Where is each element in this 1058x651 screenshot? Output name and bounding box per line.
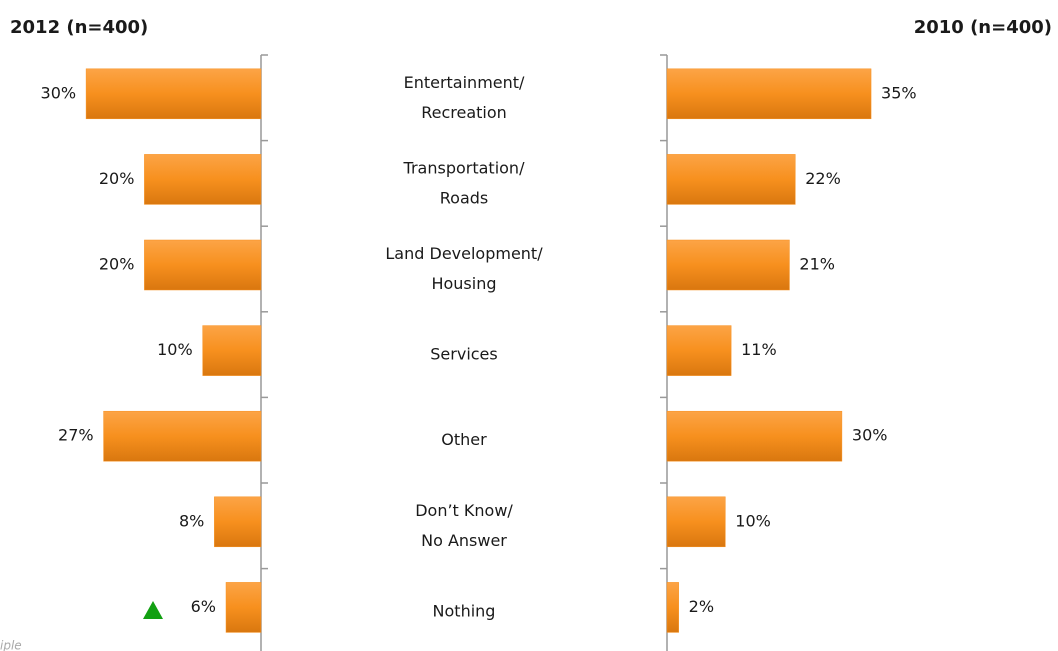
value-label: 10%	[157, 340, 193, 359]
category-label: Don’t Know/No Answer	[415, 500, 513, 549]
bar	[666, 325, 732, 376]
category-label: Other	[441, 430, 487, 449]
value-label: 30%	[852, 426, 888, 445]
bar	[666, 239, 790, 291]
category-line: Entertainment/	[404, 72, 525, 91]
value-label: 20%	[99, 255, 135, 274]
bar	[666, 154, 796, 205]
category-line: No Answer	[421, 530, 507, 549]
value-label: 22%	[805, 169, 841, 188]
bar	[666, 582, 679, 633]
category-line: Transportation/	[403, 158, 526, 177]
category-label: Transportation/Roads	[403, 158, 526, 207]
bar	[144, 239, 262, 291]
value-label: 11%	[741, 340, 777, 359]
value-label: 27%	[58, 426, 94, 445]
value-label: 6%	[191, 597, 216, 616]
value-label: 30%	[41, 83, 77, 102]
footnote: iple	[0, 639, 22, 651]
value-label: 20%	[99, 169, 135, 188]
category-line: Housing	[431, 274, 496, 293]
category-line: Land Development/	[385, 244, 543, 263]
category-line: Services	[430, 344, 497, 363]
bar	[225, 582, 262, 633]
category-line: Recreation	[421, 102, 507, 121]
value-label: 35%	[881, 83, 917, 102]
category-label: Land Development/Housing	[385, 244, 543, 293]
right-title: 2010 (n=400)	[914, 17, 1052, 38]
value-label: 8%	[179, 511, 204, 530]
bar	[85, 68, 262, 120]
value-label: 21%	[799, 255, 835, 274]
bar	[144, 154, 262, 205]
bar	[202, 325, 262, 376]
bar	[666, 496, 726, 548]
bar	[103, 410, 262, 462]
significance-marker	[143, 601, 163, 619]
category-label: Services	[430, 344, 497, 363]
bar	[666, 68, 872, 120]
bar	[666, 410, 843, 462]
category-line: Nothing	[433, 601, 496, 620]
category-label: Nothing	[433, 601, 496, 620]
value-label: 2%	[689, 597, 714, 616]
category-line: Other	[441, 430, 487, 449]
left-title: 2012 (n=400)	[10, 17, 148, 38]
category-line: Roads	[440, 188, 488, 207]
category-line: Don’t Know/	[415, 500, 513, 519]
value-label: 10%	[735, 511, 771, 530]
bar	[214, 496, 262, 548]
category-label: Entertainment/Recreation	[404, 72, 525, 121]
